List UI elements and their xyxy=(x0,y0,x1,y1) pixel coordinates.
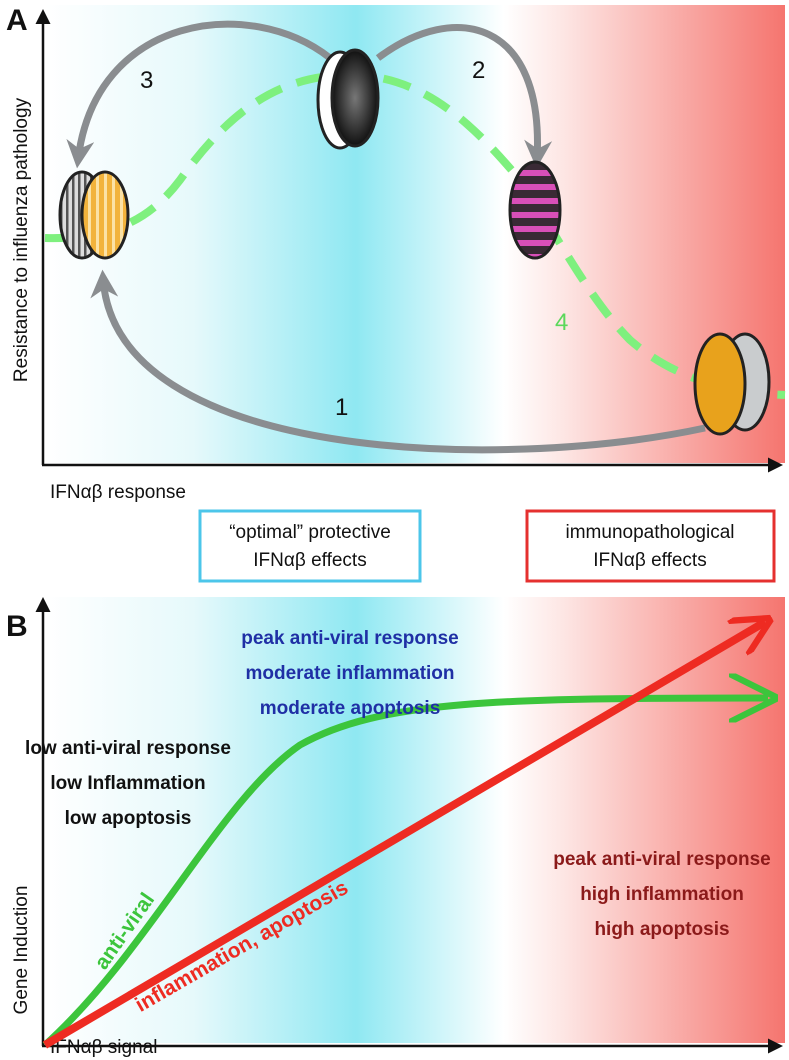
annotation-line: high inflammation xyxy=(580,884,744,905)
box-text: immunopathological xyxy=(566,522,735,543)
panel-b: B Gene Induction IFNαβ signal anti-viral… xyxy=(6,597,785,1058)
arrow-2 xyxy=(375,24,553,169)
step-label: 3 xyxy=(140,67,153,94)
x-axis-label: IFNαβ response xyxy=(50,482,186,503)
annotation-line: moderate apoptosis xyxy=(260,698,441,719)
panel-label: A xyxy=(6,4,28,37)
annotation-line: moderate inflammation xyxy=(245,663,454,684)
annotation-line: low apoptosis xyxy=(65,808,192,829)
arrow-3 xyxy=(66,20,333,169)
step-label: 2 xyxy=(472,57,485,84)
annotation-line: low Inflammation xyxy=(50,773,205,794)
annotation-line: high apoptosis xyxy=(594,919,729,940)
annotation-line: low anti-viral response xyxy=(25,738,231,759)
arrow-1 xyxy=(90,269,706,454)
cell xyxy=(508,160,562,260)
panel-label: B xyxy=(6,610,28,643)
dashed-curve xyxy=(44,70,786,399)
box-text: “optimal” protective xyxy=(229,522,391,543)
background xyxy=(45,5,785,463)
inflammation-line xyxy=(42,622,765,1049)
annotation: peak anti-viral response moderate inflam… xyxy=(241,628,459,719)
cell xyxy=(330,48,380,148)
box-text: IFNαβ effects xyxy=(593,550,706,571)
cell xyxy=(80,170,130,260)
annotation: low anti-viral response low Inflammation… xyxy=(25,738,231,829)
annotation-line: peak anti-viral response xyxy=(553,849,771,870)
box-text: IFNαβ effects xyxy=(253,550,366,571)
anti-viral-curve xyxy=(42,698,768,1048)
step-label: 1 xyxy=(335,394,348,421)
box xyxy=(525,509,776,583)
x-axis-label: IFNαβ signal xyxy=(50,1037,157,1058)
box xyxy=(198,509,422,583)
annotation-line: peak anti-viral response xyxy=(241,628,459,649)
cell xyxy=(693,332,747,436)
annotation: peak anti-viral response high inflammati… xyxy=(553,849,771,940)
y-axis-label: Gene Induction xyxy=(11,886,32,1015)
y-axis-label: Resistance to influenza pathology xyxy=(11,97,32,382)
panel-a: A Resistance to influenza pathology IFNα… xyxy=(6,4,786,583)
step-label: 4 xyxy=(555,309,568,336)
